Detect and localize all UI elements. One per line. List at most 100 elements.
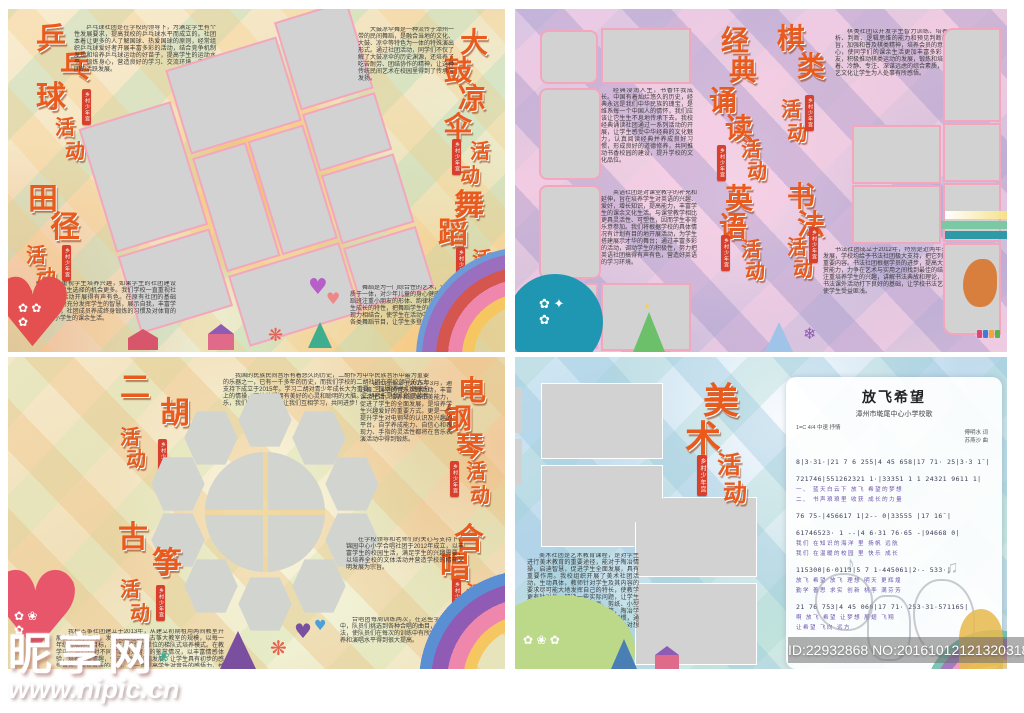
photo-placeholder[interactable] <box>238 577 292 631</box>
paragraph-jingdian: 经典浸润人生，书香伴我成长。中国有着灿烂悠久的历史，经典永远是我们中华民族的瑰宝… <box>601 88 693 164</box>
poster-classic-activities: 经典浸润人生，书香伴我成长。中国有着灿烂悠久的历史，经典永远是我们中华民族的瑰宝… <box>515 9 1007 352</box>
seal-youth-palace: 乡村少年宫 <box>805 95 814 131</box>
notation-line: 我们 在温暖的校园 里 快乐 成长 <box>796 551 900 557</box>
title-jingdian-char: 读 <box>725 112 754 145</box>
photo-placeholder[interactable] <box>601 28 691 84</box>
title-shufa-sub: 活 <box>787 235 807 259</box>
photo-placeholder[interactable] <box>541 383 663 459</box>
title-tianjing-sub: 活 <box>26 243 46 267</box>
photo-placeholder[interactable] <box>852 185 941 244</box>
photo-placeholder[interactable] <box>515 439 522 485</box>
photo-center-circle <box>205 452 325 572</box>
music-note-decoration: ♪ <box>845 553 855 575</box>
photo-placeholder[interactable] <box>151 513 205 567</box>
title-guzheng-char: 筝 <box>152 546 182 581</box>
photo-placeholder[interactable] <box>292 559 346 613</box>
song-key-meta: 1=C 4/4 中速 抒情 <box>796 425 841 431</box>
paragraph-tianjing: 田径社团重视学生培养兴趣，如果学生的社团建设好，社团可供学生选择的机会更多。我们… <box>24 281 176 322</box>
photo-placeholder[interactable] <box>325 457 379 511</box>
photo-placeholder[interactable] <box>635 497 757 577</box>
photo-placeholder[interactable] <box>292 411 346 465</box>
paragraph-guzheng: 我校古筝社团建立于2013年，从建立初期租用两间教室开展古筝教学开始，发展到现在… <box>56 629 224 667</box>
poster-sports-activities: 乒 乓 球 活 动 乡村少年宫 乒乓球社团是在学校的领导下，为满足学生有个性发展… <box>8 9 505 352</box>
seal-youth-palace: 乡村少年宫 <box>717 145 726 181</box>
title-qilei-sub: 动 <box>787 121 807 145</box>
music-note-decoration: ♫ <box>945 557 959 577</box>
song-composer: 苏燕沙 曲 <box>964 438 988 444</box>
title-meishu-char: 术 <box>685 418 722 460</box>
photo-placeholder[interactable] <box>325 513 379 567</box>
photo-placeholder[interactable] <box>540 30 598 84</box>
seal-youth-palace: 乡村少年宫 <box>156 585 165 621</box>
title-pingpong-char: 乓 <box>60 50 90 85</box>
flower-decoration: ✿ ✿ ✿ <box>18 301 42 329</box>
title-meishu-char: 美 <box>703 380 740 422</box>
watermark-site-name: 昵享网 <box>8 630 158 679</box>
paragraph-shufa: 书法社团成立于2012年，特别是近两年来，社团一直蓬勃发展，学校均给予书法社团极… <box>823 247 991 295</box>
title-yingyu-sub: 活 <box>741 237 761 261</box>
title-meishu-sub: 活 <box>717 450 741 479</box>
notation-line: 61746523· 1 --|4 6·31 76·65 -|94668 0| <box>796 529 960 537</box>
title-dagu-sub: 动 <box>460 163 480 187</box>
notation-line: 让希望 飞向 远方 <box>796 625 852 631</box>
photo-placeholder[interactable] <box>852 125 941 184</box>
song-lyricist: 傅明水 词 <box>964 430 988 436</box>
photo-placeholder[interactable] <box>635 583 757 665</box>
title-tianjing-char: 田 <box>28 182 58 217</box>
title-qilei-char: 类 <box>797 50 826 83</box>
seal-youth-palace: 乡村少年宫 <box>452 139 461 175</box>
photo-placeholder[interactable] <box>184 411 238 465</box>
title-tianjing-sub: 动 <box>36 265 56 289</box>
tree-decoration: ❄ <box>803 326 817 343</box>
song-credits: 傅明水 词 苏燕沙 曲 <box>964 429 988 445</box>
notation-line: 一、 蓝天白云下 放飞 希望的梦想 <box>796 487 904 493</box>
paragraph-yingyu: 英语社团是对课堂教学的补充和延伸，旨在培养学生对英语的兴趣、爱好，增长知识，提高… <box>601 190 697 266</box>
title-yingyu-char: 英 <box>725 182 754 215</box>
title-shufa-char: 书 <box>787 180 816 213</box>
title-pingpong-char: 乒 <box>36 22 66 57</box>
title-dagu-char: 凉 <box>458 82 487 115</box>
title-yingyu-sub: 动 <box>745 259 765 283</box>
seal-youth-palace: 乡村少年宫 <box>456 247 465 283</box>
photo-placeholder[interactable] <box>184 559 238 613</box>
paragraph-wudao: 舞蹈是为一门综合性的艺术，它集陶冶情操、气质于一体，对少年儿童的身心健康起着重要… <box>350 285 488 326</box>
notation-line: 我们 在知识的海洋 里 扬帆 远航 <box>796 541 900 547</box>
heart-decoration: ♥ <box>8 548 85 669</box>
watermark-url: www.nipic.cn <box>8 674 180 704</box>
flower-decoration: ✿ ❀ ✿ <box>14 609 38 637</box>
rainbow-band <box>941 221 1007 229</box>
house-decoration <box>128 329 158 350</box>
photo-placeholder[interactable] <box>539 88 601 180</box>
title-wudao-char: 蹈 <box>438 216 468 251</box>
paragraph-dagu: 大鼓凉伞舞是一种流传于漳州一带的民间舞蹈，是融合当地的文化、大鼓、凉伞等特色为一… <box>358 27 454 82</box>
title-jingdian-char: 经 <box>721 24 750 57</box>
title-pingpong-sub: 动 <box>65 139 85 163</box>
title-dagu-char: 伞 <box>444 110 473 143</box>
paragraph-hechang-1: 在学校领导和老师们的关心与支持下，锦园中心小学合唱社团于2012年成立，以丰富学… <box>346 537 464 571</box>
photo-placeholder[interactable] <box>238 393 292 447</box>
title-wudao-char: 舞 <box>454 188 484 223</box>
photo-placeholder[interactable] <box>539 185 601 279</box>
photo-placeholder[interactable] <box>943 123 1001 182</box>
seal-youth-palace: 乡村少年宫 <box>62 245 71 281</box>
title-tianjing-char: 径 <box>50 210 80 245</box>
title-guzheng-sub: 活 <box>120 577 140 601</box>
title-dagu-char: 大 <box>460 26 489 59</box>
flower-decoration: ✿ ❀ ✿ <box>523 633 560 647</box>
paragraph-hechang-2: 合唱团每周训练两次，在这些学习了音乐知识的过程中，队员们挑选到各种合唱的曲目，把… <box>340 617 496 644</box>
song-subtitle: 漳州市墘尾中心小学校歌 <box>855 411 933 418</box>
photo-placeholder[interactable] <box>151 457 205 511</box>
poster-art-activity: 美 术 活 动 乡村少年宫 美术社团是艺术教育课程，是对学生进行美术教育的重要途… <box>515 357 1007 669</box>
seal-youth-palace: 乡村少年宫 <box>450 461 459 497</box>
title-pingpong-sub: 活 <box>55 115 75 139</box>
heart-decoration: ♥ <box>8 259 76 353</box>
heart-decoration: ♥ <box>314 618 327 634</box>
heart-decoration: ♥ <box>326 289 341 308</box>
photo-placeholder[interactable] <box>943 28 1001 122</box>
house-decoration <box>655 646 679 669</box>
tree-decoration <box>220 631 256 669</box>
title-dagu-char: 鼓 <box>444 54 473 87</box>
title-hechang-char: 唱 <box>440 550 470 585</box>
notation-line: 8|3·31·|21 7 6 255|4 45 658|17 71· 25|3·… <box>796 458 991 466</box>
photo-placeholder[interactable] <box>515 387 522 433</box>
